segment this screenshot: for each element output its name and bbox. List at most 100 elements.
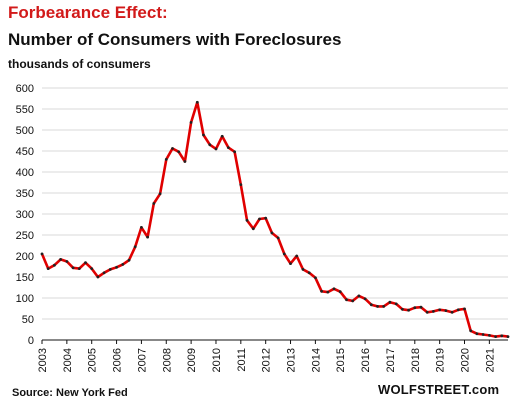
data-point — [394, 302, 398, 306]
x-tick-label: 2007 — [136, 348, 148, 372]
data-point — [127, 258, 131, 262]
y-tick-label: 350 — [16, 188, 34, 200]
data-point — [146, 235, 150, 239]
data-point — [506, 335, 510, 338]
data-point — [171, 147, 174, 150]
data-point — [469, 329, 473, 333]
data-point — [152, 202, 156, 205]
data-point — [233, 150, 237, 154]
data-point — [96, 275, 100, 279]
chart-subtitle: thousands of consumers — [8, 57, 151, 71]
source-note: Source: New York Fed — [12, 387, 128, 399]
data-point — [251, 227, 255, 231]
data-point — [53, 263, 56, 267]
x-tick-label: 2003 — [37, 348, 49, 372]
data-point — [77, 267, 81, 270]
data-point — [208, 143, 212, 147]
data-point — [494, 335, 497, 338]
data-point — [369, 303, 373, 307]
data-point — [65, 260, 69, 263]
y-axis-ticks: 0 50 100 150 200 250 300 350 400 450 500 550 600 — [16, 83, 34, 347]
x-tick-label: 2016 — [360, 348, 372, 372]
data-point — [382, 305, 386, 308]
data-point — [407, 308, 410, 312]
data-point — [227, 146, 230, 150]
data-point — [40, 252, 44, 256]
data-point — [90, 267, 94, 270]
data-point — [307, 271, 311, 275]
x-tick-label: 2014 — [310, 348, 322, 372]
data-point — [475, 332, 479, 336]
y-tick-label: 250 — [16, 230, 34, 242]
x-tick-label: 2018 — [410, 348, 422, 372]
data-point — [419, 305, 423, 309]
data-point — [115, 265, 118, 269]
x-tick-label: 2008 — [161, 348, 173, 372]
data-point — [245, 218, 249, 222]
data-point — [481, 333, 485, 336]
x-tick-label: 2011 — [236, 348, 248, 372]
data-point — [102, 271, 106, 275]
series-line — [40, 101, 509, 338]
data-point — [432, 310, 435, 313]
y-tick-label: 50 — [22, 314, 34, 326]
data-point — [401, 307, 404, 311]
data-point — [189, 121, 193, 124]
grid-lines — [42, 87, 508, 320]
data-point — [59, 258, 62, 261]
data-point — [108, 268, 112, 271]
y-tick-label: 550 — [16, 104, 34, 116]
x-tick-label: 2015 — [335, 348, 347, 372]
data-point — [320, 289, 323, 293]
x-tick-label: 2006 — [112, 348, 124, 372]
y-tick-label: 100 — [16, 293, 34, 305]
brand-logo: WOLFSTREET.com — [378, 382, 500, 397]
data-point — [71, 266, 75, 270]
y-tick-label: 200 — [16, 251, 34, 263]
y-tick-label: 300 — [16, 209, 34, 221]
x-tick-label: 2013 — [286, 348, 298, 372]
series-markers — [40, 100, 510, 338]
data-point — [425, 310, 429, 314]
data-point — [351, 299, 355, 303]
data-point — [438, 308, 442, 312]
data-point — [46, 267, 50, 270]
data-point — [220, 134, 224, 138]
x-tick-label: 2017 — [385, 348, 397, 372]
data-point — [463, 307, 466, 311]
y-tick-label: 450 — [16, 146, 34, 158]
data-point — [164, 158, 168, 161]
x-tick-label: 2019 — [435, 348, 447, 372]
data-point — [264, 216, 268, 220]
x-tick-label: 2021 — [484, 348, 496, 372]
data-point — [376, 305, 379, 308]
data-point — [314, 276, 317, 280]
x-axis-ticks: 2003 2004 2005 2006 2007 2008 2009 2010 2011 2012… — [37, 340, 496, 372]
data-point — [202, 133, 205, 137]
data-point — [133, 245, 137, 249]
data-point — [289, 262, 292, 265]
data-point — [450, 310, 454, 314]
chart-title-accent: Forbearance Effect: — [8, 3, 168, 22]
y-tick-label: 0 — [28, 335, 34, 347]
chart-title: Number of Consumers with Foreclosures — [8, 30, 342, 49]
data-point — [456, 308, 460, 312]
data-point — [84, 261, 87, 265]
data-point — [183, 160, 187, 163]
data-point — [295, 254, 299, 258]
data-point — [276, 236, 280, 240]
y-tick-label: 400 — [16, 167, 34, 179]
data-point — [338, 290, 342, 294]
y-tick-label: 600 — [16, 83, 34, 95]
data-point — [121, 263, 125, 266]
data-point — [444, 309, 448, 312]
data-point — [488, 334, 491, 337]
data-point — [363, 297, 367, 301]
y-tick-label: 500 — [16, 125, 34, 137]
data-point — [214, 147, 218, 151]
data-point — [500, 334, 504, 338]
data-point — [413, 306, 417, 310]
data-point — [258, 217, 261, 221]
x-tick-label: 2020 — [460, 348, 472, 372]
